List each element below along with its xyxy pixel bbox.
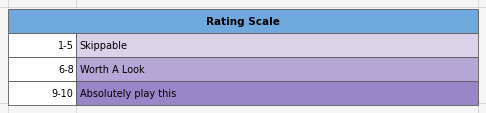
Text: 1-5: 1-5 [58,41,74,51]
Text: Absolutely play this: Absolutely play this [80,88,176,98]
Bar [76,34,478,58]
Bar [8,34,76,58]
Text: Skippable: Skippable [80,41,128,51]
Text: 9-10: 9-10 [52,88,74,98]
Bar [8,81,76,105]
Bar [76,81,478,105]
Text: Rating Scale: Rating Scale [206,17,280,27]
Bar [76,58,478,81]
Text: Worth A Look: Worth A Look [80,64,144,74]
Bar [8,10,478,34]
Text: 6-8: 6-8 [58,64,74,74]
Bar [8,58,76,81]
